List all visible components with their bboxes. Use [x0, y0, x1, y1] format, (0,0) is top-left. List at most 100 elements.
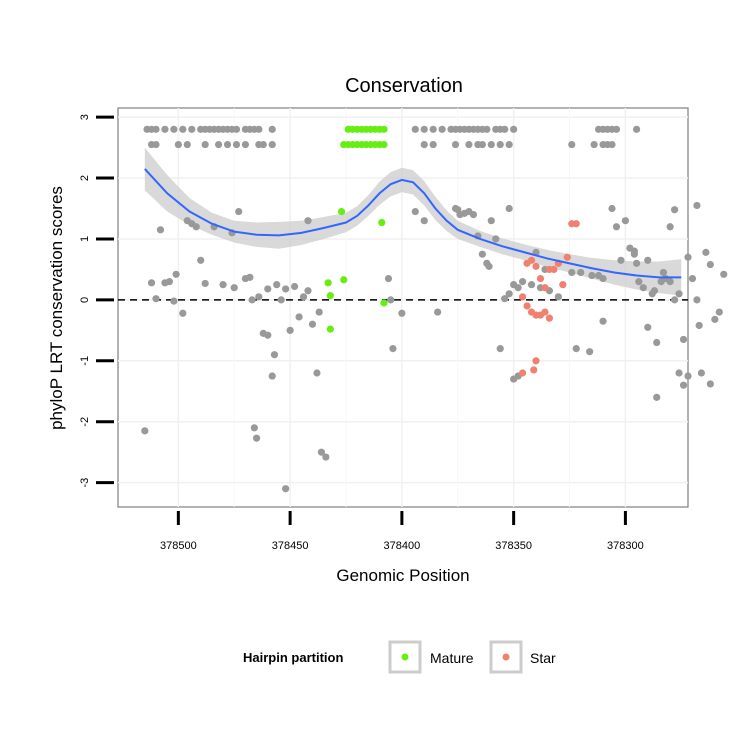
point-other: [465, 140, 473, 149]
point-other: [384, 274, 393, 283]
point-other: [250, 424, 258, 432]
point-other: [505, 290, 513, 298]
point-star: [518, 369, 527, 377]
point-other: [255, 125, 263, 133]
point-other: [586, 348, 594, 356]
point-other: [141, 427, 149, 435]
point-other: [496, 345, 504, 353]
y-tick-label: 2: [79, 175, 91, 181]
point-other: [554, 293, 562, 301]
point-other: [429, 140, 437, 149]
smooth-fit-line: [144, 168, 682, 279]
point-other: [666, 278, 674, 286]
legend-dot-star: [502, 653, 510, 661]
x-tick-label: 378500: [160, 540, 197, 552]
point-other: [270, 351, 279, 359]
point-other: [675, 290, 683, 298]
point-star: [572, 220, 580, 228]
point-other: [241, 140, 250, 149]
point-other: [568, 140, 576, 149]
point-other: [268, 140, 276, 149]
point-other: [720, 270, 728, 278]
point-other: [255, 293, 263, 301]
point-other: [156, 226, 165, 234]
y-tick-label: 3: [79, 114, 91, 120]
point-other: [644, 323, 652, 331]
point-other: [317, 448, 326, 456]
point-other: [697, 369, 706, 377]
point-other: [188, 125, 196, 133]
point-other: [505, 204, 513, 213]
y-axis-ticks: 3 2 1 0 -1 -2 -3: [79, 114, 114, 488]
point-other: [201, 140, 209, 149]
point-other: [438, 125, 446, 133]
point-star: [523, 302, 531, 310]
point-other: [478, 250, 486, 258]
point-other: [172, 270, 180, 278]
grid-lines: [118, 108, 688, 507]
point-other: [572, 345, 580, 353]
point-other: [568, 268, 576, 277]
point-other: [702, 248, 710, 256]
point-other: [715, 308, 723, 316]
point-other: [469, 211, 478, 219]
point-other: [315, 308, 323, 316]
point-other: [304, 217, 312, 225]
point-other: [501, 295, 509, 303]
point-other: [434, 308, 442, 316]
point-other: [165, 278, 174, 286]
point-other: [322, 453, 330, 461]
point-other: [411, 207, 419, 216]
point-other: [277, 296, 285, 304]
point-other: [632, 125, 641, 133]
y-tick-label: 1: [79, 236, 91, 242]
point-other: [608, 204, 616, 213]
point-other: [295, 313, 303, 321]
y-tick-label: -1: [79, 356, 91, 366]
point-other: [487, 140, 495, 149]
point-other: [590, 140, 598, 149]
point-other: [684, 253, 692, 261]
legend-label-mature: Mature: [430, 650, 474, 666]
point-other: [152, 295, 160, 303]
y-axis-title: phyloP LRT conservation scores: [47, 186, 66, 430]
point-other: [706, 260, 714, 269]
point-other: [304, 287, 312, 295]
point-other: [264, 331, 272, 339]
smooth-fit-layer: [144, 168, 682, 279]
y-tick-label: -2: [79, 417, 91, 427]
point-other: [487, 217, 495, 225]
point-other: [308, 320, 317, 328]
point-other: [693, 296, 701, 304]
point-other: [599, 317, 607, 325]
point-other: [706, 380, 714, 388]
point-star: [559, 281, 567, 289]
point-other: [273, 281, 281, 289]
point-mature: [326, 325, 334, 333]
point-other: [152, 140, 160, 149]
point-star: [545, 314, 554, 322]
point-other: [679, 335, 688, 344]
legend-dot-mature: [401, 653, 409, 661]
point-star: [541, 284, 549, 292]
point-other: [429, 125, 437, 133]
point-other: [170, 125, 178, 133]
point-other: [420, 125, 428, 133]
point-mature: [378, 218, 386, 227]
plot-panel: [117, 107, 689, 508]
point-other: [264, 285, 272, 293]
point-other: [599, 274, 607, 283]
y-tick-label: 0: [79, 297, 91, 303]
x-tick-label: 378400: [384, 540, 421, 552]
point-mature: [380, 125, 388, 133]
point-star: [536, 274, 545, 283]
point-other: [510, 125, 518, 133]
point-other: [161, 125, 169, 133]
point-other: [711, 315, 719, 323]
point-star: [530, 366, 538, 374]
point-other: [147, 279, 156, 287]
point-other: [617, 256, 625, 264]
point-other: [192, 223, 200, 231]
point-other: [389, 345, 397, 353]
point-star: [541, 308, 549, 316]
